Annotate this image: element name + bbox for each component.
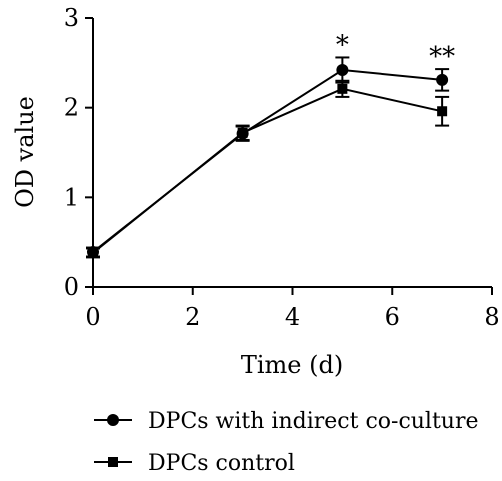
series-line [92, 68, 443, 253]
series-0 [86, 56, 450, 259]
x-axis-label: Time (d) [241, 351, 343, 379]
legend-marker-square [108, 457, 118, 467]
significance-annotations: * ** [336, 30, 455, 72]
series-line [92, 87, 443, 254]
legend-item-0: DPCs with indirect co-culture [94, 409, 479, 434]
significance-marker: * [336, 30, 349, 60]
y-tick-label: 2 [64, 94, 79, 122]
y-tick-label: 0 [64, 273, 79, 301]
y-tick-label: 1 [64, 183, 79, 211]
x-axis-ticks: 0 2 4 6 8 [85, 287, 500, 331]
y-axis-ticks: 0 1 2 3 [64, 4, 93, 301]
x-tick-label: 4 [285, 303, 300, 331]
x-tick-label: 2 [185, 303, 200, 331]
x-tick-label: 0 [85, 303, 100, 331]
legend-label: DPCs with indirect co-culture [148, 409, 479, 434]
significance-marker: ** [429, 42, 455, 72]
series-1 [86, 79, 450, 259]
legend-item-1: DPCs control [94, 451, 295, 476]
data-point-square [337, 83, 348, 94]
legend: DPCs with indirect co-culture DPCs contro… [94, 409, 479, 476]
x-tick-label: 6 [385, 303, 400, 331]
data-point-square [237, 127, 248, 138]
data-point-circle [336, 64, 349, 77]
x-tick-label: 8 [484, 303, 499, 331]
data-point-square [88, 247, 98, 258]
data-point-square [437, 106, 448, 117]
y-axis-label: OD value [11, 96, 39, 208]
y-tick-label: 3 [64, 4, 79, 32]
legend-label: DPCs control [148, 451, 295, 476]
legend-marker-circle [107, 414, 119, 426]
data-point-circle [436, 73, 449, 86]
series-layer [86, 56, 450, 259]
